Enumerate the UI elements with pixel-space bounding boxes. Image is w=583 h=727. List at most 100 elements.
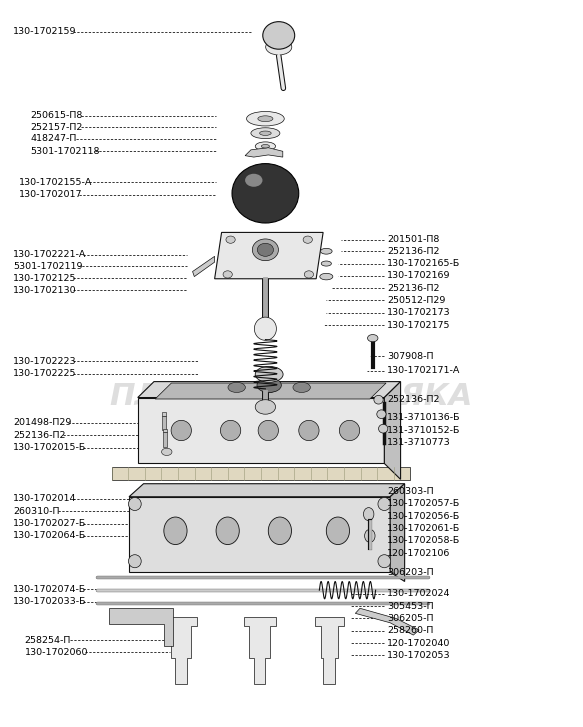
Ellipse shape [339, 420, 360, 441]
Ellipse shape [298, 420, 319, 441]
Ellipse shape [247, 111, 285, 126]
Text: 130-1702159: 130-1702159 [13, 28, 76, 36]
Text: 258260-П: 258260-П [387, 626, 434, 635]
Polygon shape [129, 497, 390, 572]
Text: 131-3710136-Б: 131-3710136-Б [387, 414, 461, 422]
Text: 130-1702017: 130-1702017 [19, 190, 82, 199]
Ellipse shape [223, 270, 232, 278]
Ellipse shape [128, 555, 141, 568]
Ellipse shape [258, 116, 273, 121]
Ellipse shape [161, 449, 172, 456]
Ellipse shape [254, 317, 276, 340]
Ellipse shape [321, 261, 331, 266]
Ellipse shape [303, 236, 312, 244]
Text: 130-1702061-Б: 130-1702061-Б [387, 524, 461, 533]
Bar [162, 416, 166, 430]
Text: 260310-П: 260310-П [13, 507, 59, 515]
Polygon shape [355, 608, 419, 635]
Polygon shape [138, 398, 384, 463]
Ellipse shape [268, 517, 292, 545]
Text: 252136-П2: 252136-П2 [387, 246, 440, 256]
Text: 130-1702058-Б: 130-1702058-Б [387, 537, 461, 545]
Polygon shape [129, 483, 405, 497]
Ellipse shape [261, 382, 278, 393]
Text: 5301-1702118: 5301-1702118 [30, 147, 100, 156]
Ellipse shape [257, 244, 273, 257]
Text: 252136-П2: 252136-П2 [387, 395, 440, 404]
Ellipse shape [216, 517, 239, 545]
Ellipse shape [293, 382, 310, 393]
Ellipse shape [374, 395, 383, 404]
Text: 130-1702225: 130-1702225 [13, 369, 76, 378]
Text: 250615-П8: 250615-П8 [30, 111, 83, 120]
Polygon shape [245, 148, 283, 157]
Text: 418247-П: 418247-П [30, 134, 77, 143]
Ellipse shape [251, 128, 280, 139]
Polygon shape [384, 382, 401, 479]
Ellipse shape [258, 420, 279, 441]
Text: 201501-П8: 201501-П8 [387, 235, 440, 244]
Ellipse shape [171, 420, 191, 441]
Polygon shape [315, 617, 344, 683]
Polygon shape [155, 383, 386, 399]
Text: 260303-П: 260303-П [387, 487, 434, 497]
Text: 130-1702221-А: 130-1702221-А [13, 250, 86, 260]
Text: 130-1702014: 130-1702014 [13, 494, 76, 503]
Ellipse shape [378, 555, 391, 568]
Text: 130-1702165-Б: 130-1702165-Б [387, 259, 461, 268]
Text: 130-1702173: 130-1702173 [387, 308, 451, 317]
Text: 250512-П29: 250512-П29 [387, 296, 445, 305]
Text: 252136-П2: 252136-П2 [387, 284, 440, 293]
Text: 130-1702175: 130-1702175 [387, 321, 451, 329]
Ellipse shape [220, 420, 241, 441]
Bar [163, 433, 167, 447]
Text: ПЛАНЕТАЖЕЛЕЗЯКА: ПЛАНЕТАЖЕЛЕЗЯКА [110, 382, 473, 411]
Ellipse shape [255, 142, 276, 150]
Polygon shape [244, 617, 276, 683]
Ellipse shape [164, 517, 187, 545]
Text: 130-1702033-Б: 130-1702033-Б [13, 598, 86, 606]
Text: 306203-П: 306203-П [387, 568, 434, 577]
Text: 306205-П: 306205-П [387, 614, 434, 623]
Ellipse shape [252, 239, 279, 261]
Ellipse shape [255, 400, 276, 414]
Ellipse shape [261, 145, 269, 148]
Bar [163, 429, 167, 433]
Text: 201498-П29: 201498-П29 [13, 418, 71, 427]
Text: 120-1702106: 120-1702106 [387, 549, 451, 558]
Text: 130-1702074-Б: 130-1702074-Б [13, 585, 86, 594]
Polygon shape [109, 608, 173, 646]
Text: 307908-П: 307908-П [387, 352, 434, 361]
Text: 252157-П2: 252157-П2 [30, 123, 83, 132]
Ellipse shape [364, 529, 375, 542]
Text: 131-3710773: 131-3710773 [387, 438, 451, 447]
Ellipse shape [259, 131, 271, 135]
Ellipse shape [321, 249, 332, 254]
Ellipse shape [226, 236, 235, 244]
Ellipse shape [257, 378, 282, 393]
Ellipse shape [320, 273, 333, 280]
Ellipse shape [367, 334, 378, 342]
Ellipse shape [263, 22, 294, 49]
Text: 130-1702024: 130-1702024 [387, 590, 451, 598]
Ellipse shape [326, 517, 350, 545]
Polygon shape [390, 483, 405, 582]
Polygon shape [192, 257, 215, 276]
Text: 305453-П: 305453-П [387, 602, 434, 611]
Text: 130-1702125: 130-1702125 [13, 273, 76, 283]
Text: 130-1702056-Б: 130-1702056-Б [387, 512, 461, 521]
Ellipse shape [255, 366, 283, 382]
Ellipse shape [245, 174, 262, 187]
Text: 130-1702060: 130-1702060 [24, 648, 88, 657]
Ellipse shape [304, 270, 314, 278]
Text: 130-1702064-Б: 130-1702064-Б [13, 531, 86, 540]
Bar [111, 467, 410, 480]
Text: 5301-1702119: 5301-1702119 [13, 262, 82, 271]
Text: 252136-П2: 252136-П2 [13, 430, 65, 440]
Ellipse shape [378, 497, 391, 510]
Ellipse shape [363, 507, 374, 521]
Bar [161, 412, 166, 416]
Ellipse shape [228, 382, 245, 393]
Text: 130-1702053: 130-1702053 [387, 651, 451, 660]
Polygon shape [166, 617, 197, 683]
